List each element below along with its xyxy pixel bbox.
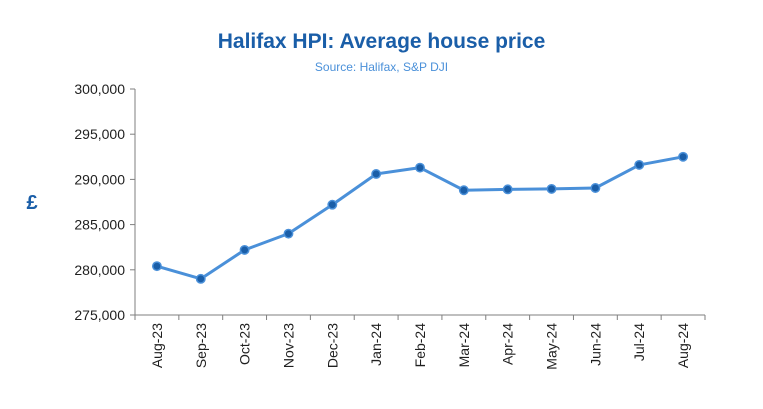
x-tick-label: Nov-23	[280, 323, 296, 368]
chart-axes	[134, 89, 705, 316]
data-point	[371, 169, 382, 179]
x-tick-label: Jun-24	[587, 323, 603, 366]
x-tick-label: Jul-24	[631, 323, 647, 361]
x-tick-label: Apr-24	[500, 323, 516, 365]
x-ticks: Aug-23 Sep-23 Oct-23 Nov-23 Dec-23 Jan-24 Feb-…	[134, 315, 706, 370]
x-tick-label: Aug-23	[149, 323, 165, 368]
x-tick-label: Dec-23	[324, 323, 340, 368]
data-point	[195, 273, 206, 284]
series-line	[156, 155, 684, 281]
y-axis-title: £	[26, 192, 37, 214]
y-tick-label: 300,000	[74, 81, 125, 97]
y-tick-label: 285,000	[74, 217, 125, 233]
chart-title: Halifax HPI: Average house price	[217, 30, 546, 53]
y-tick-label: 295,000	[74, 126, 125, 142]
y-ticks: 275,000 280,000 285,000 290,000 295,000 300,0…	[74, 81, 135, 323]
x-tick-label: Mar-24	[456, 323, 472, 368]
data-point	[239, 244, 250, 255]
x-tick-label: Sep-23	[193, 323, 209, 368]
x-tick-label: Oct-23	[237, 323, 253, 365]
x-tick-label: Feb-24	[412, 323, 428, 368]
x-tick-label: May-24	[544, 323, 560, 370]
data-point	[546, 183, 557, 194]
data-point	[151, 261, 162, 272]
data-point	[283, 228, 294, 239]
x-tick-label: Aug-24	[675, 323, 691, 368]
y-tick-label: 290,000	[74, 171, 125, 187]
series-average-house-price	[151, 151, 689, 284]
data-point	[415, 162, 425, 173]
x-tick-label: Jan-24	[368, 323, 384, 366]
data-point	[634, 159, 645, 170]
data-point	[502, 184, 513, 195]
y-tick-label: 275,000	[74, 307, 125, 323]
data-point	[678, 151, 689, 162]
y-tick-label: 280,000	[74, 262, 125, 278]
data-point	[458, 185, 469, 196]
data-point	[590, 183, 601, 193]
chart-subtitle: Source: Halifax, S&P DJI	[314, 60, 449, 74]
data-point	[327, 199, 338, 210]
